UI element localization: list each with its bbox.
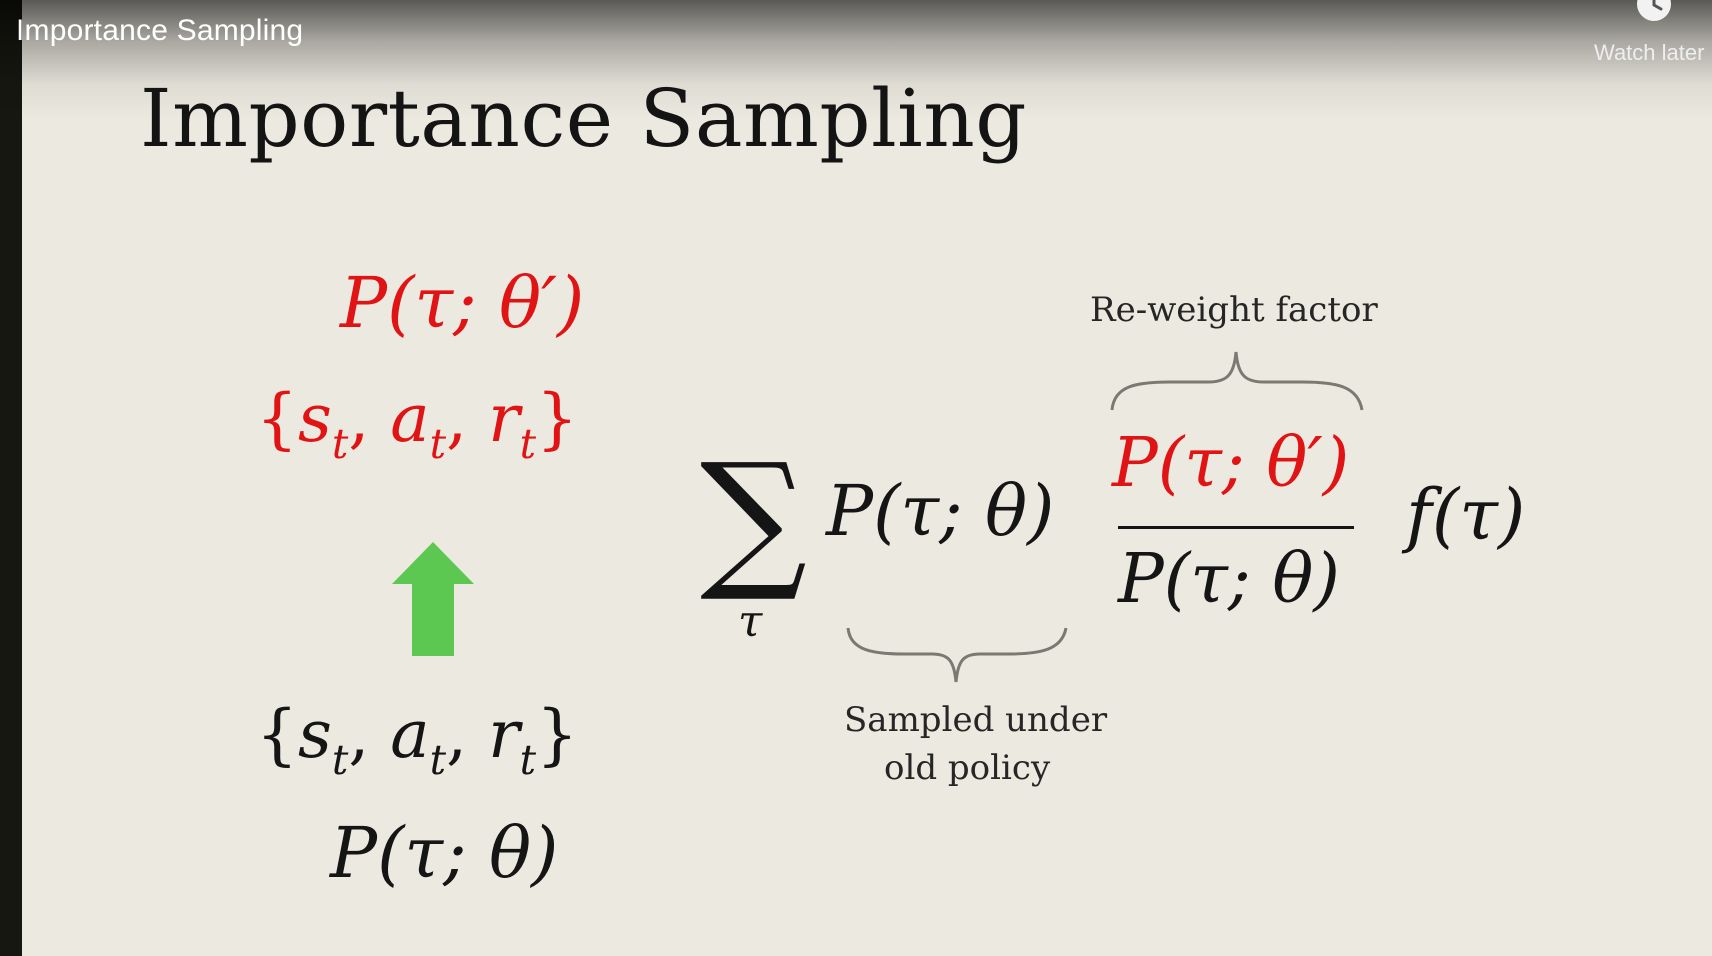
time-subscript: t	[519, 736, 537, 785]
clock-icon	[1637, 0, 1671, 21]
time-subscript: t	[331, 420, 349, 469]
time-subscript: t	[429, 736, 447, 785]
new-trajectory-set: {st, at, rt}	[256, 380, 578, 468]
state-symbol: s	[298, 380, 332, 457]
action-symbol: a	[390, 696, 430, 773]
open-brace: {	[256, 380, 298, 457]
new-policy-probability: P(τ; θ′)	[340, 262, 585, 344]
separator: ,	[348, 380, 391, 457]
action-symbol: a	[390, 380, 430, 457]
time-subscript: t	[519, 420, 537, 469]
reweight-denominator: P(τ; θ)	[1118, 540, 1340, 619]
function-term: f(τ)	[1406, 474, 1526, 556]
sampled-brace	[846, 627, 1068, 683]
fraction-bar	[1118, 526, 1354, 529]
sampling-probability-term: P(τ; θ)	[826, 470, 1055, 552]
old-trajectory-set: {st, at, rt}	[256, 696, 578, 784]
sampled-under-label: Sampled under	[844, 700, 1108, 740]
reward-symbol: r	[488, 696, 520, 773]
reward-symbol: r	[488, 380, 520, 457]
time-subscript: t	[429, 420, 447, 469]
watch-later-button[interactable]: Watch later	[1586, 0, 1712, 80]
old-policy-probability: P(τ; θ)	[330, 812, 559, 894]
summation-symbol: ∑	[700, 432, 808, 606]
player-left-edge	[0, 0, 22, 956]
close-brace: }	[536, 696, 579, 773]
open-brace: {	[256, 696, 298, 773]
summation-index: τ	[738, 596, 763, 647]
reweight-brace	[1110, 351, 1364, 411]
arrow-up-icon	[392, 542, 474, 656]
video-title[interactable]: Importance Sampling	[16, 14, 304, 47]
old-policy-label: old policy	[884, 748, 1051, 788]
close-brace: }	[536, 380, 579, 457]
time-subscript: t	[331, 736, 349, 785]
slide	[22, 0, 1712, 956]
slide-title: Importance Sampling	[140, 72, 1027, 165]
separator: ,	[348, 696, 391, 773]
separator: ,	[446, 696, 489, 773]
separator: ,	[446, 380, 489, 457]
watch-later-label: Watch later	[1594, 40, 1705, 65]
reweight-factor-label: Re-weight factor	[1090, 290, 1378, 330]
reweight-numerator: P(τ; θ′)	[1112, 424, 1350, 503]
state-symbol: s	[298, 696, 332, 773]
